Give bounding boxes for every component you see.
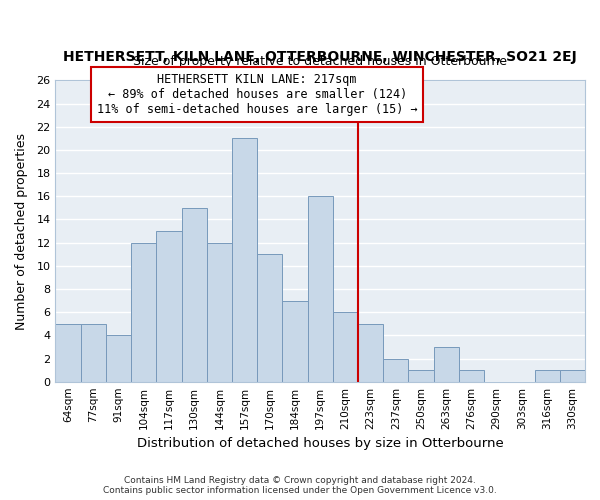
Bar	[232, 138, 257, 382]
Bar	[383, 358, 409, 382]
Bar	[257, 254, 283, 382]
Text: Size of property relative to detached houses in Otterbourne: Size of property relative to detached ho…	[133, 56, 507, 68]
Bar	[434, 347, 459, 382]
Bar	[308, 196, 333, 382]
X-axis label: Distribution of detached houses by size in Otterbourne: Distribution of detached houses by size …	[137, 437, 503, 450]
Bar	[560, 370, 585, 382]
Bar	[409, 370, 434, 382]
Bar	[459, 370, 484, 382]
Title: HETHERSETT, KILN LANE, OTTERBOURNE, WINCHESTER, SO21 2EJ: HETHERSETT, KILN LANE, OTTERBOURNE, WINC…	[64, 50, 577, 64]
Bar	[535, 370, 560, 382]
Bar	[80, 324, 106, 382]
Bar	[283, 300, 308, 382]
Bar	[106, 336, 131, 382]
Bar	[207, 242, 232, 382]
Bar	[333, 312, 358, 382]
Bar	[157, 231, 182, 382]
Bar	[182, 208, 207, 382]
Y-axis label: Number of detached properties: Number of detached properties	[15, 132, 28, 330]
Text: Contains HM Land Registry data © Crown copyright and database right 2024.
Contai: Contains HM Land Registry data © Crown c…	[103, 476, 497, 495]
Bar	[131, 242, 157, 382]
Bar	[55, 324, 80, 382]
Text: HETHERSETT KILN LANE: 217sqm
← 89% of detached houses are smaller (124)
11% of s: HETHERSETT KILN LANE: 217sqm ← 89% of de…	[97, 73, 418, 116]
Bar	[358, 324, 383, 382]
